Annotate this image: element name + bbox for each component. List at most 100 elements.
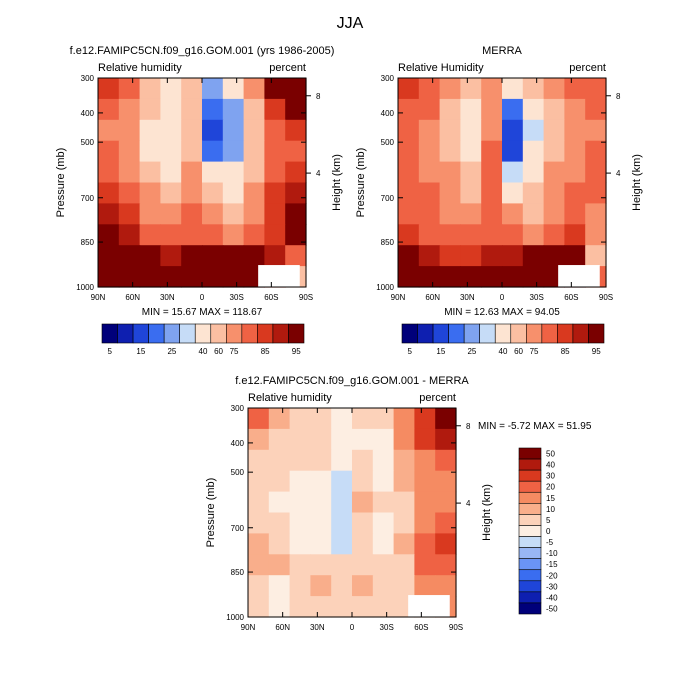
heatmap-cell [393,533,415,555]
heatmap-cell [352,449,374,472]
heatmap-cell [435,408,457,430]
heatmap-cell [398,266,420,288]
heatmap-cell [243,161,265,184]
heatmap-cell [372,470,395,493]
heatmap-cell [139,203,161,225]
heatmap-cell [181,245,203,267]
heatmap-cell [543,98,565,121]
heatmap-cell [310,596,332,618]
x-tick-label: 60S [264,293,278,302]
colorbar-label: 15 [546,494,555,503]
heatmap-cell [331,470,353,493]
heatmap-cell [310,470,332,493]
heatmap-cell [522,119,545,142]
heatmap-cell [248,428,270,451]
heatmap-cell [439,140,461,163]
heatmap-cell [435,491,457,514]
heatmap-cell [481,266,503,288]
colorbar-box [226,323,243,344]
heatmap-cell [439,224,461,246]
heatmap-cell [289,512,311,534]
colorbar-box [132,323,149,344]
heatmap-cell [118,245,141,267]
heatmap-cell [248,408,270,430]
heatmap-cell [481,98,503,121]
panel-title: MERRA [482,45,522,57]
heatmap-cell [564,98,586,121]
heatmap-cell [285,78,307,100]
heatmap-cell [418,266,441,288]
heatmap-cell [264,245,286,267]
heatmap-cell [243,78,265,100]
heatmap-cell [289,491,311,514]
heatmap-cell [435,428,457,451]
heatmap-cell [398,98,420,121]
heatmap-cell [202,245,224,267]
heatmap-cell [202,182,224,204]
heatmap-cell [564,182,586,204]
heatmap-cell [372,428,395,451]
colorbar-box [101,323,118,344]
heatmap-cell [139,78,161,100]
heatmap-cell [414,428,436,451]
x-tick-label: 0 [200,293,205,302]
heatmap-cell [439,98,461,121]
heatmap-cell [585,98,607,121]
colorbar-box [179,323,196,344]
heatmap-cell [414,408,436,430]
y-tick-label: 1000 [376,283,394,292]
heatmap-cell [439,203,461,225]
colorbar-label: 75 [230,347,239,356]
heatmap-cell [268,575,291,597]
heatmap-cell [522,161,545,184]
heatmap-cell [268,533,291,555]
heatmap-cell [439,161,461,184]
colorbar-label: 40 [199,347,208,356]
colorbar-box [518,469,542,482]
heatmap-cell [543,78,565,100]
colorbar-box [518,525,542,537]
colorbar-label: 25 [167,347,176,356]
topography-mask [558,265,600,287]
heatmap-cell [502,224,524,246]
heatmap-cell [118,266,141,288]
colorbar-label: 30 [546,472,555,481]
heatmap-cell [502,245,524,267]
colorbar-box [518,514,542,526]
x-tick-label: 90N [391,293,406,302]
colorbar-box [148,323,165,344]
heatmap-cell [352,512,374,534]
colorbar-label: 40 [499,347,508,356]
heatmap-cell [522,98,545,121]
heatmap-cell [222,182,245,204]
heatmap-cell [418,161,441,184]
heatmap-cell [460,161,482,184]
heatmap-cell [564,203,586,225]
x-tick-label: 30N [310,623,325,632]
y-tick-label: 1000 [226,613,244,622]
heatmap-cell [285,140,307,163]
heatmap-cell [372,408,395,430]
heatmap-cell [418,245,441,267]
colorbar-box [557,323,574,344]
heatmap-cell [502,140,524,163]
heatmap-cell [222,78,245,100]
heatmap-cell [139,266,161,288]
heatmap-cell [243,98,265,121]
y-tick-label: 500 [381,138,395,147]
colorbar-label: 40 [546,461,555,470]
heatmap-cell [522,266,545,288]
heatmap-cell [331,408,353,430]
heatmap-cell [160,119,182,142]
heatmap-cell [98,78,120,100]
heatmap-cell [310,428,332,451]
colorbar-label: -30 [546,582,558,591]
heatmap-cell [502,161,524,184]
heatmap-cell [181,203,203,225]
heatmap-cell [181,161,203,184]
heatmap-cell [248,596,270,618]
heatmap-cell [181,266,203,288]
heatmap-cell [585,119,607,142]
heatmap-cell [202,140,224,163]
y-tick-label: 850 [81,238,95,247]
